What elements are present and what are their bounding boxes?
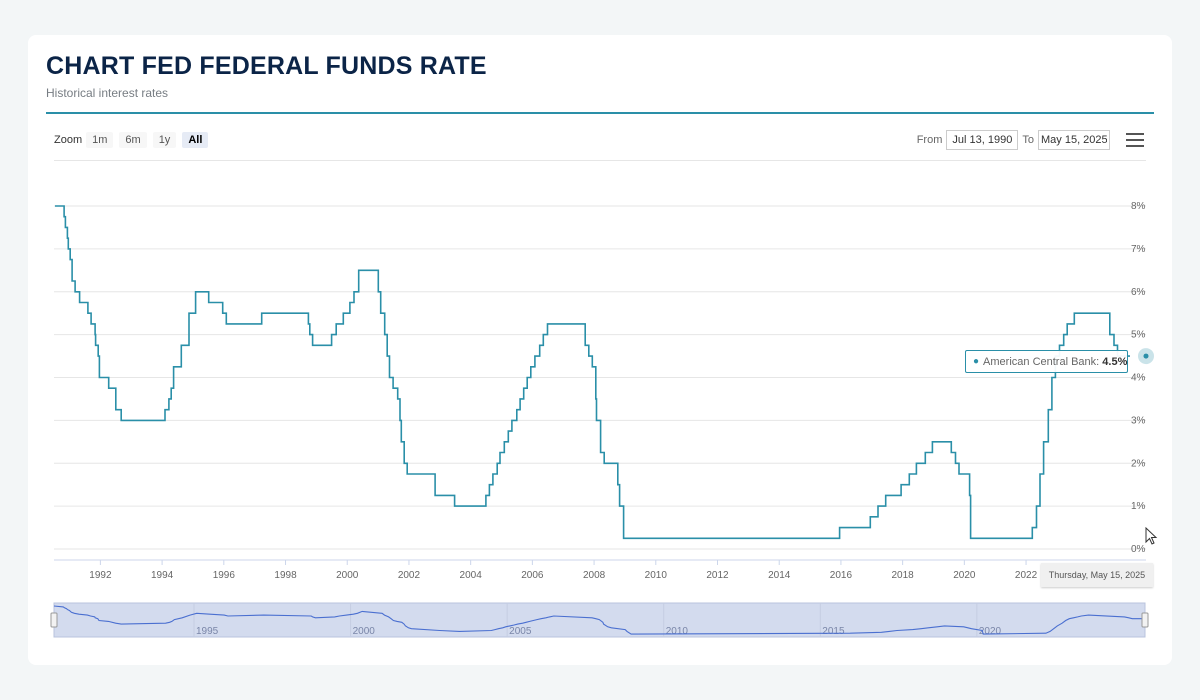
- y-tick-label: 6%: [1131, 287, 1146, 298]
- x-tick-label: 1996: [213, 570, 236, 581]
- x-tick-label: 2010: [645, 570, 668, 581]
- y-tick-label: 5%: [1131, 330, 1146, 341]
- title-divider: [46, 112, 1154, 114]
- tooltip-series-dot-icon: ●: [973, 356, 980, 367]
- x-tick-label: 2018: [892, 570, 915, 581]
- y-tick-label: 0%: [1131, 544, 1146, 555]
- navigator-tick-label: 1995: [196, 626, 219, 637]
- x-tick-label: 2004: [460, 570, 483, 581]
- y-tick-label: 1%: [1131, 501, 1146, 512]
- x-tick-label: 2006: [521, 570, 544, 581]
- toolbar-separator: [54, 160, 1146, 161]
- x-tick-label: 2022: [1015, 570, 1038, 581]
- x-tick-label: 2000: [336, 570, 359, 581]
- series-tooltip: ● American Central Bank: 4.5%: [965, 350, 1128, 373]
- navigator-right-handle: [1141, 612, 1149, 628]
- y-tick-label: 4%: [1131, 373, 1146, 384]
- x-tick-label: 2012: [706, 570, 729, 581]
- zoom-all-button[interactable]: All: [182, 132, 209, 148]
- navigator: 1995 2000 2005 2010 2015 2020: [50, 602, 1149, 638]
- tooltip-value: 4.5%: [1102, 355, 1128, 368]
- navigator-tick-label: 2015: [822, 626, 845, 637]
- navigator-series-line: [53, 605, 1145, 635]
- y-axis: 0% 1% 2% 3% 4% 5% 6% 7% 8%: [1131, 201, 1146, 555]
- hover-point-dot: [1143, 353, 1149, 359]
- navigator-axis: 1995 2000 2005 2010 2015 2020: [193, 603, 1002, 637]
- navigator-tick-label: 2010: [666, 626, 689, 637]
- to-label: To: [1022, 134, 1034, 146]
- from-label: From: [916, 134, 943, 146]
- zoom-label: Zoom: [54, 134, 83, 146]
- mouse-cursor-icon: [1145, 527, 1158, 545]
- crosshair-date-label: Thursday, May 15, 2025: [1041, 563, 1153, 587]
- date-range-selector: From To: [913, 130, 1110, 150]
- tooltip-series-name: American Central Bank:: [983, 355, 1100, 368]
- x-tick-label: 2008: [583, 570, 606, 581]
- hamburger-menu-icon[interactable]: [1126, 133, 1144, 147]
- navigator-left-handle: [50, 612, 58, 628]
- grid-lines: [54, 205, 1146, 550]
- x-tick-label: 2014: [768, 570, 791, 581]
- from-date-input[interactable]: [946, 130, 1019, 150]
- y-tick-label: 7%: [1131, 244, 1146, 255]
- x-axis: 1992 1994 1996 1998 2000 2002 2004 2006 2008 2010…: [54, 559, 1146, 581]
- y-tick-label: 8%: [1131, 201, 1146, 212]
- navigator-tick-label: 2020: [979, 626, 1002, 637]
- y-tick-label: 3%: [1131, 415, 1146, 426]
- page-subtitle: Historical interest rates: [46, 86, 169, 100]
- y-tick-label: 2%: [1131, 458, 1146, 469]
- page-title: CHART FED FEDERAL FUNDS RATE: [46, 52, 487, 80]
- series-line-american-central-bank: [55, 205, 1130, 540]
- x-tick-label: 2002: [398, 570, 421, 581]
- navigator-tick-label: 2000: [353, 626, 376, 637]
- to-date-input[interactable]: [1038, 130, 1110, 150]
- x-tick-label: 2016: [830, 570, 853, 581]
- x-tick-label: 1992: [89, 570, 112, 581]
- x-tick-label: 1998: [274, 570, 297, 581]
- zoom-1m-button[interactable]: 1m: [86, 132, 114, 148]
- x-tick-label: 2020: [953, 570, 976, 581]
- zoom-1y-button[interactable]: 1y: [152, 132, 177, 148]
- zoom-bar: Zoom 1m 6m 1y All: [54, 131, 214, 149]
- x-tick-label: 1994: [151, 570, 174, 581]
- navigator-tick-label: 2005: [509, 626, 532, 637]
- zoom-6m-button[interactable]: 6m: [119, 132, 147, 148]
